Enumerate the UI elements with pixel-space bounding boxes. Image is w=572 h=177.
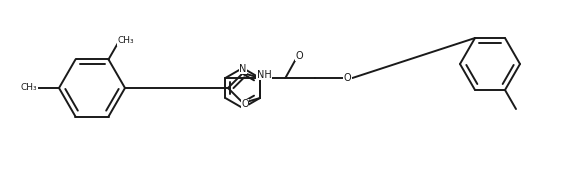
Text: O: O [296,51,303,61]
Text: CH₃: CH₃ [117,36,134,45]
Text: O: O [344,73,351,83]
Text: CH₃: CH₃ [21,84,37,93]
Text: N: N [239,64,247,74]
Text: NH: NH [257,70,272,80]
Text: O: O [241,99,249,109]
